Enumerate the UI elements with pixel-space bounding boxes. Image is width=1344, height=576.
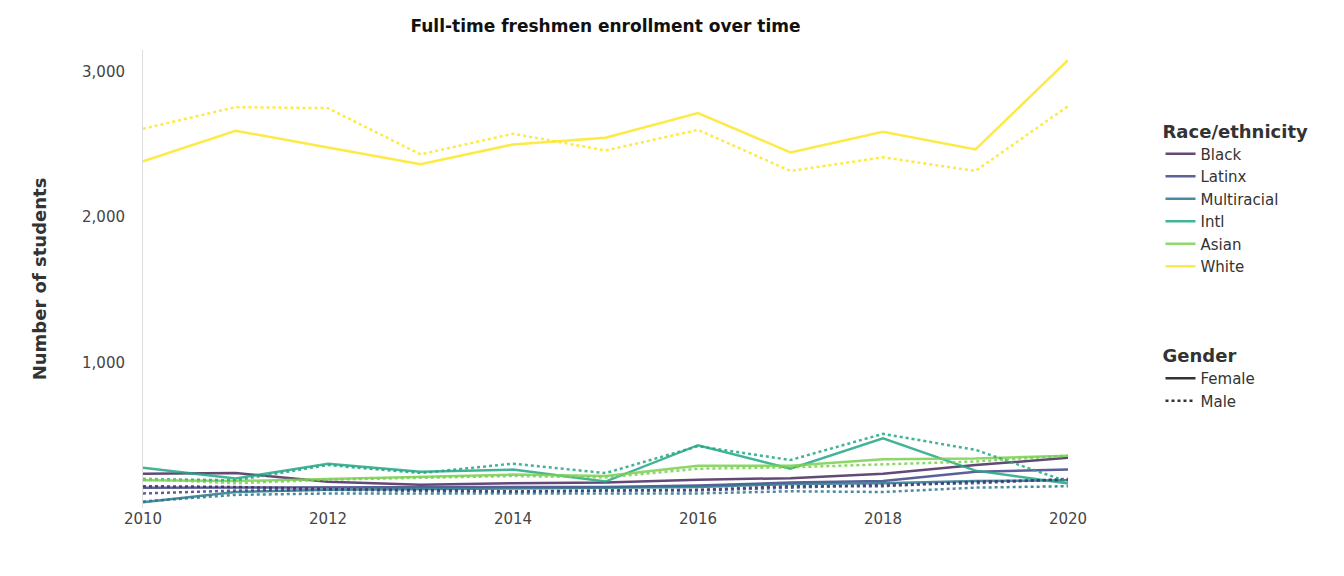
svg-text:Asian: Asian <box>1201 236 1242 254</box>
svg-text:2020: 2020 <box>1049 510 1087 528</box>
svg-text:Multiracial: Multiracial <box>1201 191 1279 209</box>
svg-text:Male: Male <box>1201 393 1237 411</box>
svg-text:2010: 2010 <box>124 510 162 528</box>
svg-text:3,000: 3,000 <box>82 63 125 81</box>
svg-text:Black: Black <box>1201 146 1242 164</box>
svg-text:2016: 2016 <box>679 510 717 528</box>
svg-text:White: White <box>1201 258 1245 276</box>
svg-text:Female: Female <box>1201 370 1255 388</box>
svg-text:Latinx: Latinx <box>1201 168 1247 186</box>
svg-text:Full-time freshmen enrollment: Full-time freshmen enrollment over time <box>410 16 800 36</box>
svg-text:Gender: Gender <box>1163 345 1237 366</box>
svg-text:2014: 2014 <box>494 510 532 528</box>
svg-text:Race/ethnicity: Race/ethnicity <box>1163 121 1309 142</box>
svg-text:1,000: 1,000 <box>82 354 125 372</box>
svg-text:2018: 2018 <box>864 510 902 528</box>
svg-text:2012: 2012 <box>309 510 347 528</box>
svg-text:Number of students: Number of students <box>29 178 50 381</box>
svg-text:2,000: 2,000 <box>82 208 125 226</box>
svg-text:Intl: Intl <box>1201 213 1225 231</box>
